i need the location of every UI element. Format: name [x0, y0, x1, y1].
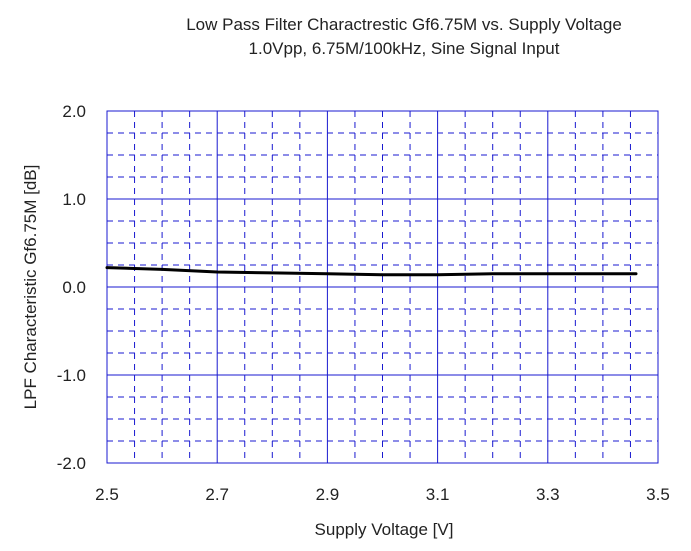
- x-tick-label: 2.9: [316, 485, 340, 504]
- x-axis-label: Supply Voltage [V]: [315, 520, 454, 539]
- x-tick-label: 2.7: [205, 485, 229, 504]
- x-tick-label: 2.5: [95, 485, 119, 504]
- chart-subtitle: 1.0Vpp, 6.75M/100kHz, Sine Signal Input: [249, 39, 560, 58]
- x-tick-label: 3.5: [646, 485, 670, 504]
- series-line-0: [105, 266, 638, 277]
- y-axis-label: LPF Characteristic Gf6.75M [dB]: [21, 165, 40, 410]
- x-axis-ticks: 2.5 2.7 2.9 3.1 3.3 3.5: [95, 485, 670, 504]
- y-tick-label: 2.0: [62, 102, 86, 121]
- chart-title: Low Pass Filter Charactrestic Gf6.75M vs…: [186, 15, 622, 34]
- y-tick-label: -1.0: [57, 366, 86, 385]
- x-tick-label: 3.3: [536, 485, 560, 504]
- x-tick-label: 3.1: [426, 485, 450, 504]
- y-axis-ticks: 2.0 1.0 0.0 -1.0 -2.0: [57, 102, 86, 473]
- series-layer: [105, 266, 638, 277]
- grid: [106, 110, 659, 464]
- y-tick-label: 0.0: [62, 278, 86, 297]
- plot-area-frame: [106, 110, 659, 464]
- y-tick-label: -2.0: [57, 454, 86, 473]
- y-tick-label: 1.0: [62, 190, 86, 209]
